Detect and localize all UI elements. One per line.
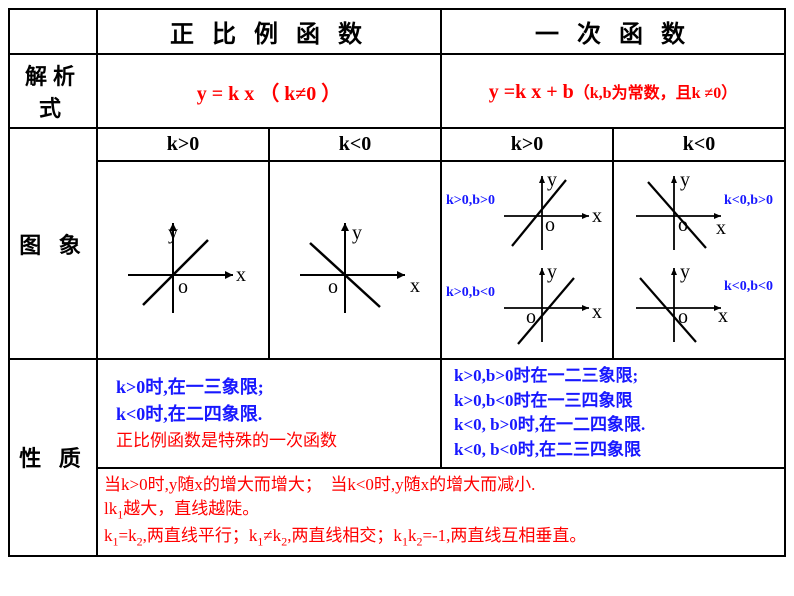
- svg-text:y: y: [680, 261, 690, 283]
- header-proportional: 正 比 例 函 数: [97, 9, 441, 54]
- graph-lin-kpos-bneg: y x o k>0,b<0: [444, 260, 612, 352]
- graph-prop-kpos-svg: y x o: [108, 195, 258, 325]
- header-linear: 一 次 函 数: [441, 9, 785, 54]
- k-neg-2: k<0: [613, 128, 785, 161]
- svg-text:x: x: [716, 217, 726, 239]
- props1-l1: k>0时,在一三象限;: [116, 374, 434, 401]
- graph-lin-kneg: y x o k<0,b>0 y x o k<0,b<0: [613, 161, 785, 359]
- graph-lin-kneg-bneg: y x o k<0,b<0: [616, 260, 784, 352]
- bottom-l1b: 当k<0时,y随x的增大而减小.: [330, 475, 535, 494]
- graph-prop-kneg-svg: y x o: [280, 195, 430, 325]
- bottom-shared: 当k>0时,y随x的增大而增大； 当k<0时,y随x的增大而减小. lk1越大，…: [97, 468, 785, 556]
- svg-text:k>0,b>0: k>0,b>0: [446, 193, 495, 208]
- graph-prop-kpos: y x o: [97, 161, 269, 359]
- svg-text:x: x: [592, 301, 602, 323]
- comparison-table: 正 比 例 函 数 一 次 函 数 解析式 y = k x （ k≠0 ） y …: [8, 8, 786, 557]
- svg-text:k<0,b<0: k<0,b<0: [724, 279, 773, 294]
- props2-l3: k<0, b>0时,在一二四象限.: [454, 413, 778, 438]
- row-label-props: 性 质: [9, 359, 97, 556]
- props1-l2: k<0时,在二四象限.: [116, 401, 434, 428]
- props2-l2: k>0,b<0时在一三四象限: [454, 389, 778, 414]
- props2-l4: k<0, b<0时,在二三四象限: [454, 438, 778, 463]
- svg-text:y: y: [352, 222, 362, 244]
- k-neg-1: k<0: [269, 128, 441, 161]
- graph-lin-kneg-bpos: y x o k<0,b>0: [616, 168, 784, 260]
- svg-text:x: x: [410, 275, 420, 297]
- svg-text:k<0,b>0: k<0,b>0: [724, 193, 773, 208]
- props1-l3: 正比例函数是特殊的一次函数: [116, 428, 434, 454]
- svg-text:o: o: [328, 276, 338, 298]
- svg-text:o: o: [678, 214, 688, 236]
- bottom-l1a: 当k>0时,y随x的增大而增大；: [104, 475, 322, 494]
- svg-text:y: y: [547, 169, 557, 191]
- formula-proportional: y = k x （ k≠0 ）: [97, 54, 441, 128]
- row-label-graph: 图 象: [9, 128, 97, 359]
- formula-linear-text: y =k x + b（k,b为常数，且k ≠0）: [489, 81, 738, 103]
- props2-l1: k>0,b>0时在一二三象限;: [454, 364, 778, 389]
- k-pos-2: k>0: [441, 128, 613, 161]
- bottom-l3: k1=k2,两直线平行；k1≠k2,两直线相交；k1k2=-1,两直线互相垂直。: [104, 526, 586, 545]
- svg-text:o: o: [545, 214, 555, 236]
- svg-text:x: x: [236, 264, 246, 286]
- graph-prop-kneg: y x o: [269, 161, 441, 359]
- row-label-formula: 解析式: [9, 54, 97, 128]
- props-linear: k>0,b>0时在一二三象限; k>0,b<0时在一三四象限 k<0, b>0时…: [441, 359, 785, 468]
- graph-lin-kpos: y x o k>0,b>0 y x o k>0,b<0: [441, 161, 613, 359]
- svg-text:x: x: [592, 205, 602, 227]
- formula-linear: y =k x + b（k,b为常数，且k ≠0）: [441, 54, 785, 128]
- svg-text:k>0,b<0: k>0,b<0: [446, 285, 495, 300]
- props-proportional: k>0时,在一三象限; k<0时,在二四象限. 正比例函数是特殊的一次函数: [97, 359, 441, 468]
- svg-text:o: o: [178, 276, 188, 298]
- bottom-l2: lk1越大，直线越陡。: [104, 499, 259, 518]
- empty-corner: [9, 9, 97, 54]
- svg-text:y: y: [547, 261, 557, 283]
- svg-text:o: o: [526, 306, 536, 328]
- formula-prop-text: y = k x （ k≠0 ）: [197, 83, 342, 105]
- k-pos-1: k>0: [97, 128, 269, 161]
- svg-text:y: y: [168, 222, 178, 244]
- svg-text:y: y: [680, 169, 690, 191]
- graph-lin-kpos-bpos: y x o k>0,b>0: [444, 168, 612, 260]
- svg-text:x: x: [718, 305, 728, 327]
- svg-text:o: o: [678, 306, 688, 328]
